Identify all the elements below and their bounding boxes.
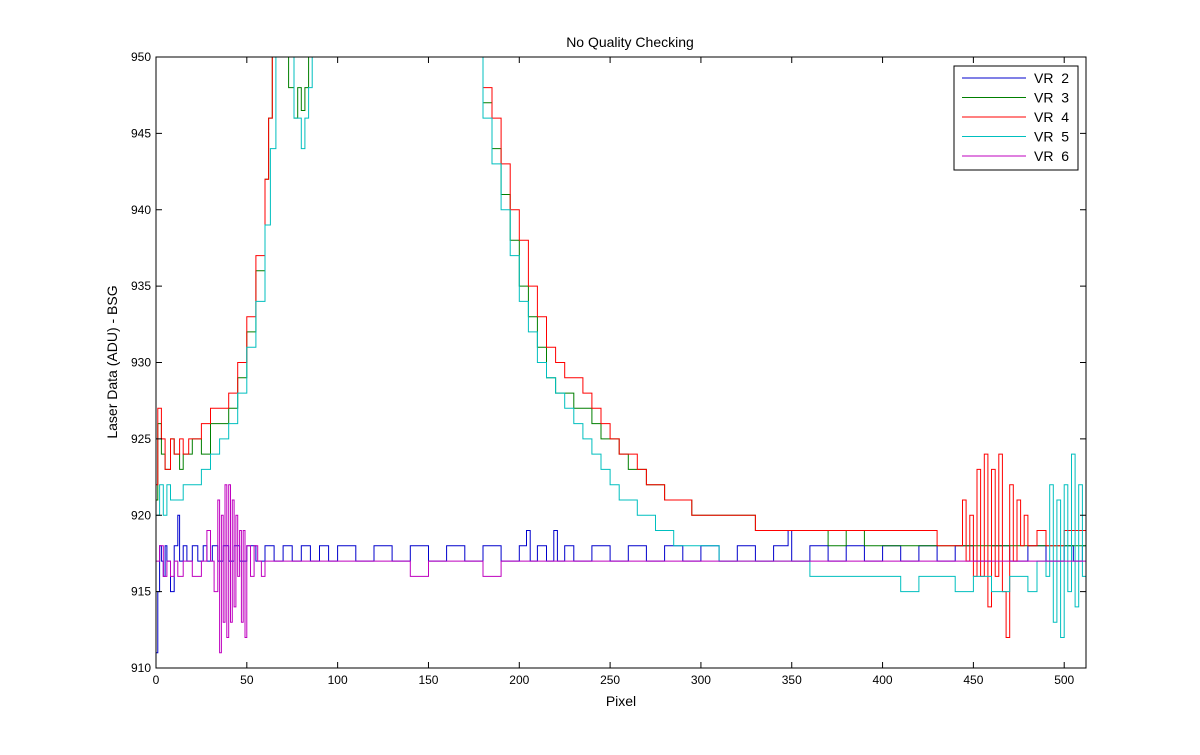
x-tick-label: 300 — [691, 673, 711, 687]
x-tick-label: 200 — [509, 673, 529, 687]
y-tick-label: 915 — [131, 585, 151, 599]
x-tick-label: 100 — [328, 673, 348, 687]
x-tick-label: 250 — [600, 673, 620, 687]
legend-label: VR 6 — [1034, 148, 1069, 164]
x-tick-label: 500 — [1054, 673, 1074, 687]
y-axis-label: Laser Data (ADU) - BSG — [104, 285, 120, 438]
y-tick-label: 910 — [131, 661, 151, 675]
plot-area — [156, 57, 1086, 668]
legend-label: VR 3 — [1034, 90, 1069, 106]
series-line-3 — [156, 57, 1086, 638]
y-tick-label: 930 — [131, 356, 151, 370]
y-tick-label: 945 — [131, 126, 151, 140]
x-axis-label: Pixel — [606, 693, 636, 709]
x-tick-label: 0 — [153, 673, 160, 687]
x-tick-label: 450 — [963, 673, 983, 687]
legend-box — [953, 65, 1079, 171]
y-tick-label: 920 — [131, 508, 151, 522]
legend-label: VR 5 — [1034, 129, 1069, 145]
series-line-5 — [156, 484, 1086, 654]
legend-label: VR 4 — [1034, 109, 1069, 125]
x-tick-label: 350 — [782, 673, 802, 687]
y-tick-label: 950 — [131, 50, 151, 64]
x-tick-label: 50 — [240, 673, 254, 687]
y-tick-label: 940 — [131, 203, 151, 217]
legend-label: VR 2 — [1034, 70, 1069, 86]
chart-title: No Quality Checking — [566, 34, 694, 50]
x-tick-label: 150 — [418, 673, 438, 687]
y-tick-label: 925 — [131, 432, 151, 446]
y-tick-label: 935 — [131, 279, 151, 293]
x-tick-label: 400 — [873, 673, 893, 687]
